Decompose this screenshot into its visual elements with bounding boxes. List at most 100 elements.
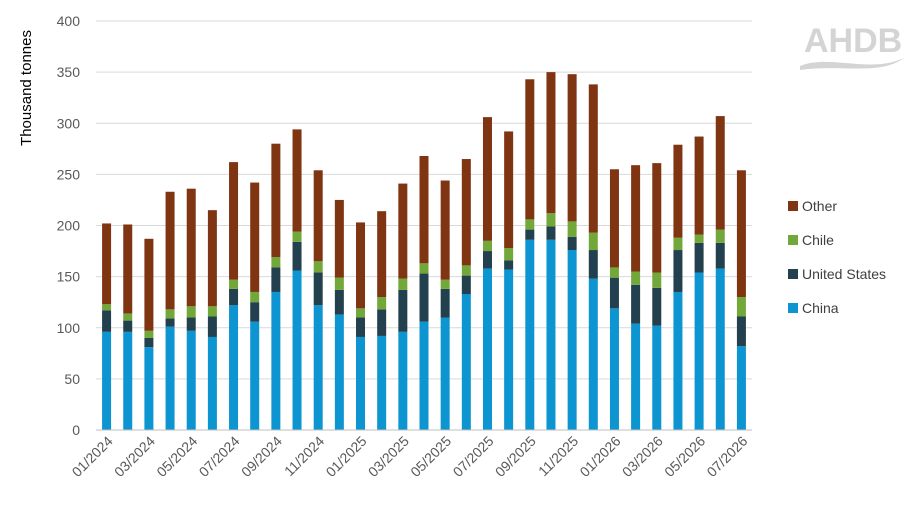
legend-label-china: China — [802, 300, 839, 316]
bar-other-03-2024 — [144, 238, 154, 331]
bar-china-09-2025 — [525, 239, 535, 430]
bar-chile-04-2026 — [673, 237, 683, 251]
bar-chile-10-2024 — [292, 231, 302, 242]
bar-china-08-2024 — [250, 321, 260, 430]
bar-china-10-2024 — [292, 270, 302, 430]
bar-china-06-2024 — [207, 336, 217, 430]
bar-other-06-2025 — [461, 159, 471, 266]
bar-other-11-2024 — [313, 170, 323, 262]
bar-chile-04-2025 — [419, 263, 429, 274]
bar-united-states-04-2024 — [165, 318, 175, 327]
bar-chile-09-2025 — [525, 219, 535, 230]
bar-other-09-2024 — [271, 143, 281, 258]
bar-china-03-2024 — [144, 347, 154, 430]
bar-chile-03-2025 — [398, 278, 408, 290]
x-tick-label: 05/2026 — [661, 433, 708, 480]
bar-china-12-2025 — [588, 278, 598, 430]
legend-swatch-china — [788, 303, 798, 313]
bar-united-states-09-2025 — [525, 229, 535, 240]
legend-label-chile: Chile — [802, 232, 834, 248]
x-tick-label: 01/2026 — [576, 433, 623, 480]
legend-swatch-other — [788, 201, 798, 211]
bar-united-states-02-2026 — [631, 284, 641, 324]
bar-united-states-08-2024 — [250, 302, 260, 322]
x-tick-label: 09/2025 — [492, 433, 539, 480]
y-tick-label: 350 — [57, 64, 81, 80]
x-tick-label: 03/2024 — [111, 433, 158, 480]
bar-other-01-2025 — [356, 222, 366, 309]
bar-china-03-2026 — [652, 325, 662, 430]
bar-china-08-2025 — [504, 269, 514, 430]
bar-china-12-2024 — [334, 314, 344, 430]
bar-united-states-06-2024 — [207, 316, 217, 337]
y-tick-label: 250 — [57, 166, 81, 182]
bar-china-02-2025 — [377, 335, 387, 430]
bar-china-07-2026 — [736, 346, 746, 430]
bar-other-07-2024 — [229, 162, 239, 280]
bar-united-states-06-2026 — [715, 242, 725, 269]
bar-chile-06-2026 — [715, 229, 725, 243]
bar-other-08-2024 — [250, 182, 260, 292]
y-tick-label: 300 — [57, 115, 81, 131]
bar-chile-11-2024 — [313, 261, 323, 273]
bar-chile-03-2024 — [144, 330, 154, 338]
bar-united-states-03-2026 — [652, 287, 662, 326]
y-tick-label: 150 — [57, 269, 81, 285]
bar-chile-02-2024 — [123, 313, 133, 321]
ahdb-logo: AHDB — [800, 22, 904, 70]
bar-china-05-2026 — [694, 272, 704, 430]
bar-united-states-06-2025 — [461, 275, 471, 295]
bar-other-03-2025 — [398, 183, 408, 279]
bars — [102, 72, 746, 430]
bar-china-04-2024 — [165, 326, 175, 430]
bar-china-03-2025 — [398, 331, 408, 430]
bar-united-states-01-2026 — [609, 277, 619, 309]
bar-united-states-05-2026 — [694, 242, 704, 273]
bar-chile-01-2025 — [356, 308, 366, 318]
bar-chile-07-2025 — [482, 240, 492, 252]
y-tick-label: 50 — [64, 371, 80, 387]
x-tick-label: 11/2024 — [281, 433, 328, 480]
bar-chile-01-2024 — [102, 304, 112, 311]
bar-other-12-2024 — [334, 199, 344, 278]
bar-other-04-2024 — [165, 191, 175, 310]
bar-china-01-2024 — [102, 331, 112, 430]
bar-other-06-2026 — [715, 116, 725, 230]
bar-china-01-2025 — [356, 336, 366, 430]
legend-swatch-united-states — [788, 269, 798, 279]
bar-united-states-05-2025 — [440, 288, 450, 318]
bar-united-states-04-2025 — [419, 273, 429, 322]
bar-chile-01-2026 — [609, 267, 619, 278]
y-tick-label: 400 — [57, 13, 81, 29]
bar-chile-02-2025 — [377, 297, 387, 310]
x-tick-label: 07/2026 — [703, 433, 750, 480]
bar-china-05-2025 — [440, 317, 450, 430]
bar-china-09-2024 — [271, 291, 281, 430]
x-tick-label: 07/2025 — [450, 433, 497, 480]
bar-united-states-01-2025 — [356, 317, 366, 337]
bar-china-10-2025 — [546, 239, 556, 430]
bar-other-04-2026 — [673, 144, 683, 238]
bar-china-05-2024 — [186, 330, 196, 430]
x-tick-labels: 01/202403/202405/202407/202409/202411/20… — [69, 433, 751, 480]
bar-china-07-2024 — [229, 305, 239, 430]
bar-china-11-2025 — [567, 250, 577, 430]
bar-other-10-2025 — [546, 72, 556, 214]
legend-label-other: Other — [802, 198, 837, 214]
bar-china-02-2024 — [123, 331, 133, 430]
bar-other-10-2024 — [292, 129, 302, 232]
bar-united-states-01-2024 — [102, 310, 112, 332]
bar-united-states-02-2024 — [123, 320, 133, 332]
bar-chile-07-2026 — [736, 297, 746, 317]
bar-chile-12-2025 — [588, 232, 598, 251]
bar-united-states-03-2024 — [144, 337, 154, 348]
bar-china-02-2026 — [631, 323, 641, 430]
bar-chile-08-2025 — [504, 247, 514, 261]
bar-united-states-08-2025 — [504, 260, 514, 270]
bar-chile-06-2024 — [207, 306, 217, 317]
bar-chile-03-2026 — [652, 272, 662, 288]
y-tick-label: 100 — [57, 320, 81, 336]
bar-other-03-2026 — [652, 163, 662, 273]
